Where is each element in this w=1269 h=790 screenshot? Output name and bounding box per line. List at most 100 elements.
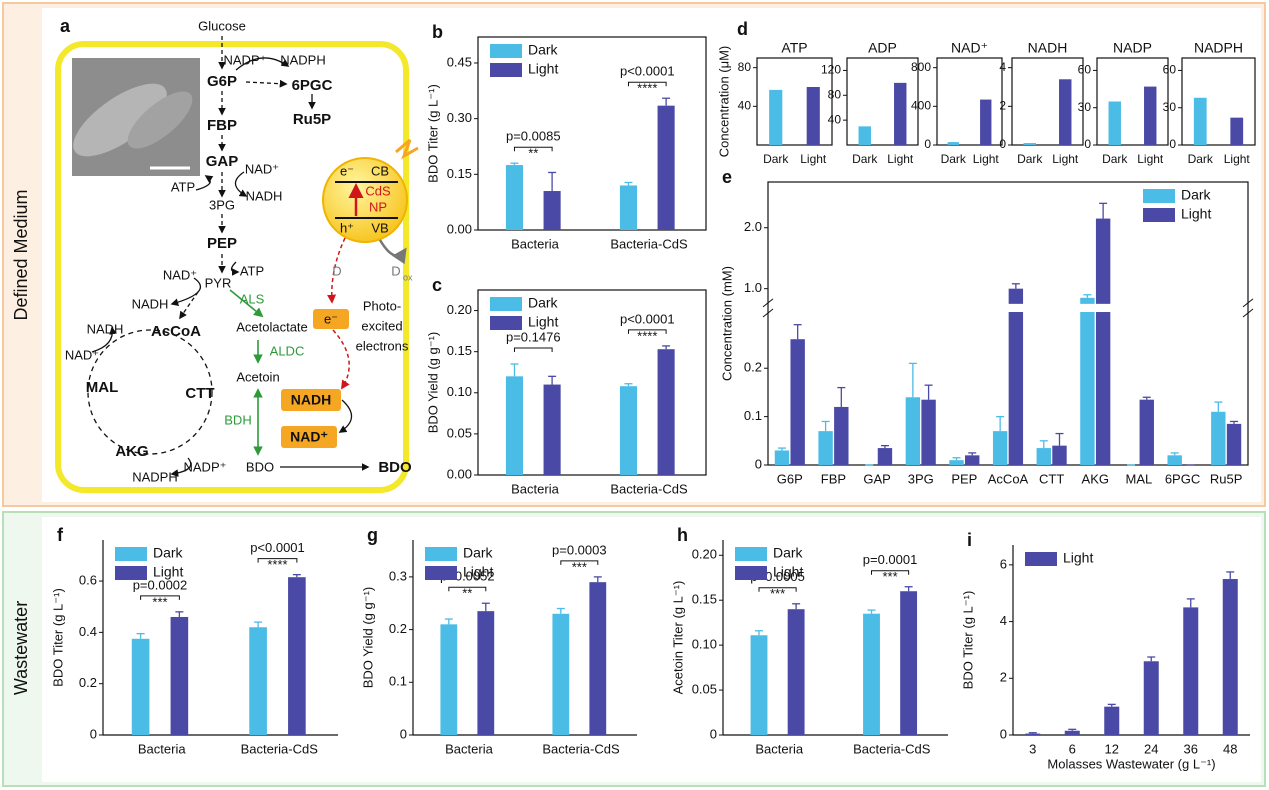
bar — [440, 624, 458, 735]
cofactor-label: NADH — [87, 321, 124, 336]
bar — [921, 399, 936, 465]
y-axis-label: BDO Titer (g L⁻¹) — [425, 84, 440, 183]
x-tick-label: 6 — [1069, 741, 1076, 756]
significance-stars: *** — [572, 559, 587, 574]
y-tick-label: 1.0 — [744, 280, 762, 295]
significance-stars: **** — [637, 81, 657, 96]
legend-label: Light — [773, 564, 803, 580]
x-tick-label: Dark — [941, 152, 967, 166]
x-tick-label: Light — [1137, 152, 1164, 166]
bar — [1104, 706, 1120, 735]
y-tick-label: 80 — [828, 87, 842, 101]
x-tick-label: Bacteria — [138, 741, 186, 756]
node-label: AKG — [115, 443, 148, 460]
legend-label: Dark — [528, 42, 559, 58]
legend-swatch — [1025, 552, 1057, 566]
x-tick-label: 3 — [1029, 741, 1036, 756]
x-tick-label: GAP — [863, 471, 890, 486]
bar — [965, 455, 980, 465]
x-tick-label: Bacteria-CdS — [610, 236, 688, 251]
y-tick-label: 30 — [1078, 100, 1092, 114]
break-mark — [1242, 298, 1254, 318]
node-label: MAL — [86, 379, 119, 396]
product-label: BDO — [378, 459, 412, 476]
legend-label: Dark — [1181, 187, 1212, 203]
significance-stars: ** — [462, 586, 472, 601]
nadh-box — [281, 389, 341, 411]
bar — [1080, 297, 1095, 465]
y-tick-label: 4 — [999, 60, 1006, 74]
node-label: Glucose — [198, 18, 246, 33]
significance-stars: *** — [882, 569, 897, 584]
axis-frame — [767, 181, 1249, 466]
legend-swatch — [425, 547, 457, 561]
node-label: PYR — [205, 275, 232, 290]
y-tick-label: 80 — [738, 60, 752, 74]
legend-label: Light — [1181, 206, 1211, 222]
y-tick-label: 30 — [1163, 100, 1177, 114]
x-tick-label: Ru5P — [1210, 471, 1243, 486]
node-label: 3PG — [209, 197, 235, 212]
bar — [818, 431, 833, 465]
cofactor-label: NAD⁺ — [163, 267, 197, 282]
node-label: GAP — [206, 153, 239, 170]
bar — [834, 406, 849, 465]
axis-frame — [477, 289, 707, 476]
x-tick-label: Dark — [1188, 152, 1214, 166]
cofactor-label: NADH — [132, 296, 169, 311]
y-tick-label: 6 — [1000, 556, 1007, 571]
significance-stars: **** — [637, 328, 657, 343]
bar — [900, 591, 918, 735]
node-label: Ru5P — [293, 111, 331, 128]
bar — [249, 627, 267, 735]
electron-box — [313, 309, 349, 329]
y-tick-label: 0.1 — [744, 408, 762, 423]
significance-bracket — [140, 595, 180, 600]
x-axis-label: Molasses Wastewater (g L⁻¹) — [1047, 756, 1215, 771]
electron-label: e⁻ — [324, 311, 338, 326]
y-tick-label: 0 — [1084, 137, 1091, 151]
x-tick-label: G6P — [777, 471, 803, 486]
y-tick-label: 0.2 — [744, 360, 762, 375]
y-tick-label: 0 — [999, 137, 1006, 151]
y-axis-label: BDO Yield (g g⁻¹) — [360, 587, 375, 689]
sem-image — [73, 83, 167, 157]
donor-arrow — [378, 239, 407, 265]
node-label: Acetolactate — [236, 319, 308, 334]
significance-stars: ** — [528, 146, 538, 161]
cofactor-label: ATP — [240, 263, 264, 278]
significance-stars: *** — [152, 594, 167, 609]
bar — [1095, 218, 1111, 465]
p-value: p<0.0001 — [620, 311, 675, 326]
significance-bracket — [758, 587, 797, 592]
bar — [949, 460, 964, 465]
p-value: p=0.0085 — [506, 129, 561, 144]
y-tick-label: 0.30 — [447, 110, 472, 125]
legend-label: Dark — [153, 545, 184, 561]
axis-frame — [756, 57, 833, 146]
enzyme-label: ALDC — [270, 343, 305, 358]
chart-title: NAD⁺ — [951, 40, 988, 56]
bar — [1023, 143, 1036, 145]
enzyme-label: BDH — [224, 412, 251, 427]
x-tick-label: 12 — [1105, 741, 1119, 756]
bar — [1025, 733, 1041, 735]
bar — [477, 611, 495, 735]
x-tick-label: Light — [800, 152, 827, 166]
legend-swatch — [115, 547, 147, 561]
enzyme-label: ALS — [240, 291, 265, 306]
chart-title: NADPH — [1194, 40, 1243, 56]
y-tick-label: 0.2 — [79, 675, 97, 690]
bar — [1226, 423, 1242, 465]
donor-label: D — [332, 263, 341, 278]
significance-bracket — [871, 570, 910, 575]
bar — [1108, 101, 1121, 145]
donor-label: D — [391, 263, 400, 278]
p-value: p=0.0001 — [863, 552, 918, 567]
node-label: G6P — [207, 73, 237, 90]
axis-break — [769, 303, 1247, 313]
panel-label: a — [60, 16, 71, 36]
bar — [543, 191, 561, 230]
band-label: e⁻ — [340, 163, 354, 178]
cofactor-label: NADPH — [280, 52, 326, 67]
